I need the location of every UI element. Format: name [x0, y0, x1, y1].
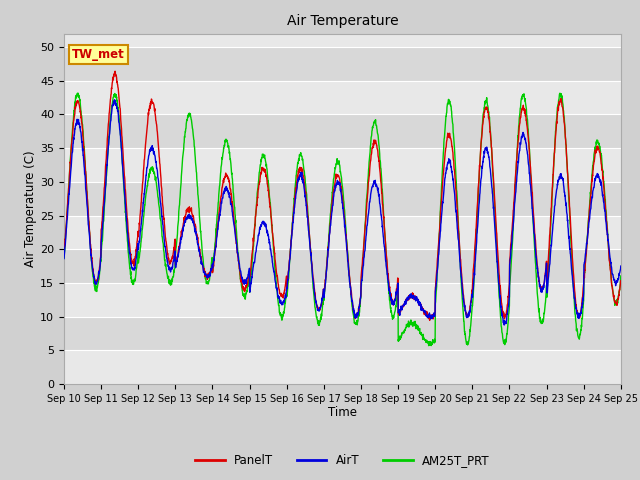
Bar	[64, 249, 621, 283]
Bar	[64, 47, 621, 81]
Bar	[64, 182, 621, 216]
Bar	[64, 317, 621, 350]
Bar	[64, 350, 621, 384]
X-axis label: Time: Time	[328, 407, 357, 420]
Text: TW_met: TW_met	[72, 48, 125, 61]
Bar	[64, 114, 621, 148]
Y-axis label: Air Temperature (C): Air Temperature (C)	[24, 151, 37, 267]
Legend: PanelT, AirT, AM25T_PRT: PanelT, AirT, AM25T_PRT	[191, 449, 494, 472]
Bar	[64, 216, 621, 249]
Title: Air Temperature: Air Temperature	[287, 14, 398, 28]
Bar	[64, 81, 621, 114]
Bar	[64, 148, 621, 182]
Bar	[64, 283, 621, 317]
